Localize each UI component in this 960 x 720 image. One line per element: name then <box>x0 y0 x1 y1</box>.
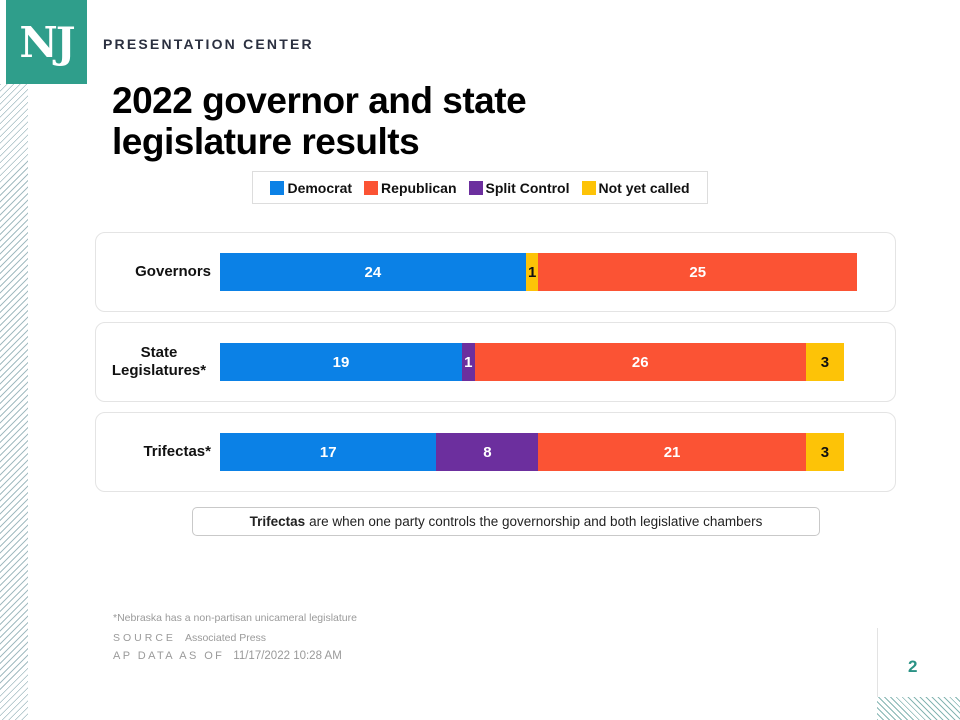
page-number: 2 <box>908 657 918 676</box>
row-label-wrap-governors: Governors <box>96 263 220 281</box>
source-line: SOURCE Associated Press <box>113 632 266 644</box>
footer-divider-line <box>877 628 878 697</box>
bar-segment-trifectas-democrat: 17 <box>220 433 437 471</box>
legend: Democrat Republican Split Control Not yet c… <box>252 171 708 204</box>
legend-swatch-split-control-icon <box>468 180 483 195</box>
trifectas-note: Trifectas are when one party controls th… <box>192 507 820 536</box>
slide-title-line-1: 2022 governor and state <box>112 80 527 121</box>
legend-label-not-yet-called: Not yet called <box>598 179 690 196</box>
left-hatch-decoration <box>0 84 28 720</box>
bar-segment-state-legislatures-republican: 26 <box>474 343 806 381</box>
bottom-right-hatch-decoration <box>877 697 960 720</box>
data-as-of-line: AP DATA AS OF 11/17/2022 10:28 AM <box>113 650 342 662</box>
row-label-state-legislatures: State Legislatures* <box>111 344 207 379</box>
as-of-label: AP DATA AS OF <box>113 650 225 662</box>
bar-segment-governors-not-yet-called: 1 <box>525 253 539 291</box>
bar-segment-state-legislatures-democrat: 19 <box>220 343 462 381</box>
legend-label-split-control: Split Control <box>485 179 570 196</box>
brand-title: PRESENTATION CENTER <box>103 36 314 52</box>
legend-swatch-republican-icon <box>364 180 379 195</box>
row-label-wrap-trifectas: Trifectas* <box>96 443 220 461</box>
legend-item-not-yet-called: Not yet called <box>581 179 690 196</box>
slide-title: 2022 governor and state legislature resu… <box>112 80 527 163</box>
row-label-wrap-state-legislatures: State Legislatures* <box>96 344 220 380</box>
trifectas-note-bold: Trifectas <box>249 514 306 529</box>
stacked-bar-governors: 24 1 25 <box>220 253 857 291</box>
bar-segment-state-legislatures-not-yet-called: 3 <box>805 343 844 381</box>
legend-label-republican: Republican <box>381 179 457 196</box>
bar-segment-trifectas-split-control: 8 <box>436 433 539 471</box>
trifectas-note-rest: are when one party controls the governor… <box>309 514 763 529</box>
source-value: Associated Press <box>184 632 267 644</box>
as-of-value: 11/17/2022 10:28 AM <box>233 650 342 662</box>
row-label-trifectas: Trifectas* <box>143 443 211 460</box>
nj-logo-text: NJ <box>19 17 75 67</box>
chart-card-state-legislatures: State Legislatures* 19 1 26 3 <box>95 322 896 402</box>
chart-rows: Governors 24 1 25 State Legislatures* 19 1 26 3 T… <box>95 232 896 502</box>
chart-card-governors: Governors 24 1 25 <box>95 232 896 312</box>
bar-segment-governors-republican: 25 <box>538 253 857 291</box>
chart-card-trifectas: Trifectas* 17 8 21 3 <box>95 412 896 492</box>
stacked-bar-state-legislatures: 19 1 26 3 <box>220 343 844 381</box>
bar-segment-trifectas-republican: 21 <box>538 433 806 471</box>
legend-item-democrat: Democrat <box>270 180 352 196</box>
legend-item-republican: Republican <box>364 179 457 196</box>
bar-segment-governors-democrat: 24 <box>220 253 526 291</box>
bar-segment-trifectas-not-yet-called: 3 <box>805 433 844 471</box>
source-label: SOURCE <box>113 632 176 644</box>
legend-item-split-control: Split Control <box>468 179 570 196</box>
bar-segment-state-legislatures-split-control: 1 <box>461 343 475 381</box>
legend-swatch-not-yet-called-icon <box>581 180 596 195</box>
stacked-bar-trifectas: 17 8 21 3 <box>220 433 844 471</box>
slide-title-line-2: legislature results <box>112 121 420 163</box>
legend-label-democrat: Democrat <box>287 179 353 196</box>
legend-swatch-democrat-icon <box>270 180 285 195</box>
nj-logo: NJ <box>6 0 87 84</box>
nebraska-footnote: *Nebraska has a non-partisan unicameral … <box>113 612 357 624</box>
row-label-governors: Governors <box>135 263 211 280</box>
